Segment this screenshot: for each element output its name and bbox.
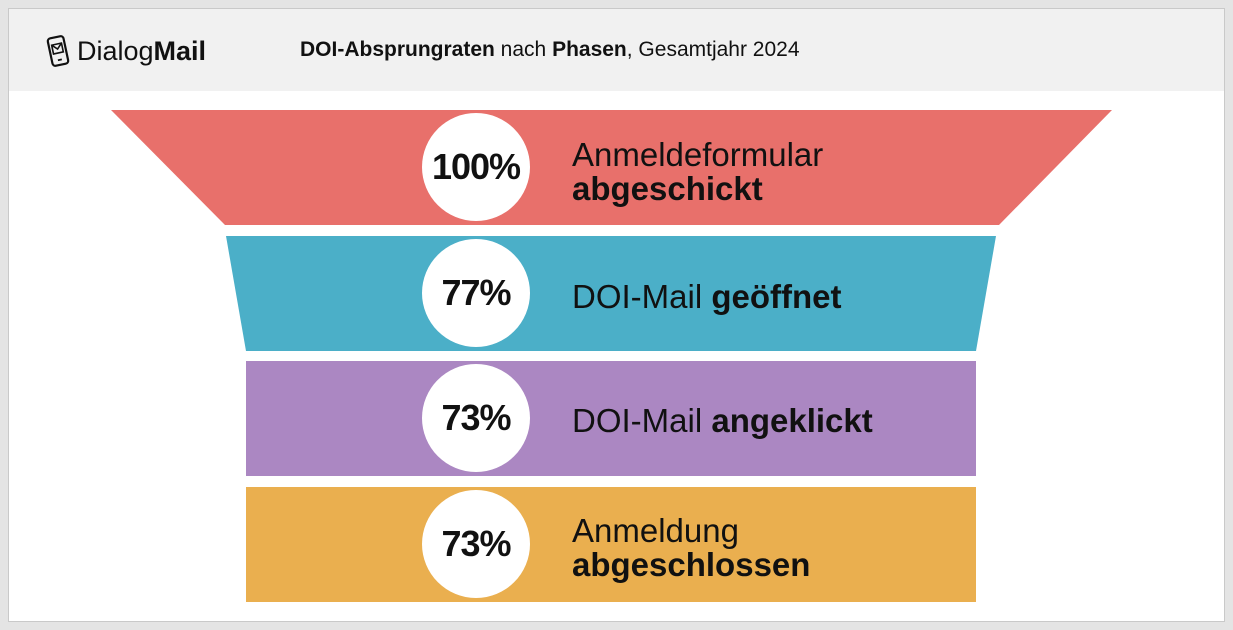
stage-value: 73% <box>441 523 511 564</box>
chart-title: DOI-Absprungraten nach Phasen, Gesamtjah… <box>300 38 800 61</box>
stage-value-circle: 73% <box>422 490 530 598</box>
stage-value: 77% <box>441 272 511 313</box>
stage-label: Anmeldung abgeschlossen <box>572 512 811 583</box>
stage-value-circle: 100% <box>422 113 530 221</box>
funnel-segment-2 <box>226 236 996 351</box>
stage-value: 100% <box>431 146 521 187</box>
chart-frame: DialogMail DOI-Absprungraten nach Phasen… <box>8 8 1225 622</box>
stage-label: Anmeldeformular abgeschickt <box>572 136 824 207</box>
phone-mail-icon <box>46 35 70 67</box>
stage-value-circle: 73% <box>422 364 530 472</box>
brand-logo: DialogMail <box>45 31 206 71</box>
brand-name: DialogMail <box>77 35 207 66</box>
funnel-chart <box>111 110 1112 602</box>
stage-label: DOI-Mail angeklickt <box>572 402 873 439</box>
stage-value-circle: 77% <box>422 239 530 347</box>
header-bar: DialogMail DOI-Absprungraten nach Phasen… <box>9 9 1224 91</box>
stage-label: DOI-Mail geöffnet <box>572 278 842 315</box>
funnel-segment-1 <box>111 110 1112 225</box>
stage-value: 73% <box>441 397 511 438</box>
